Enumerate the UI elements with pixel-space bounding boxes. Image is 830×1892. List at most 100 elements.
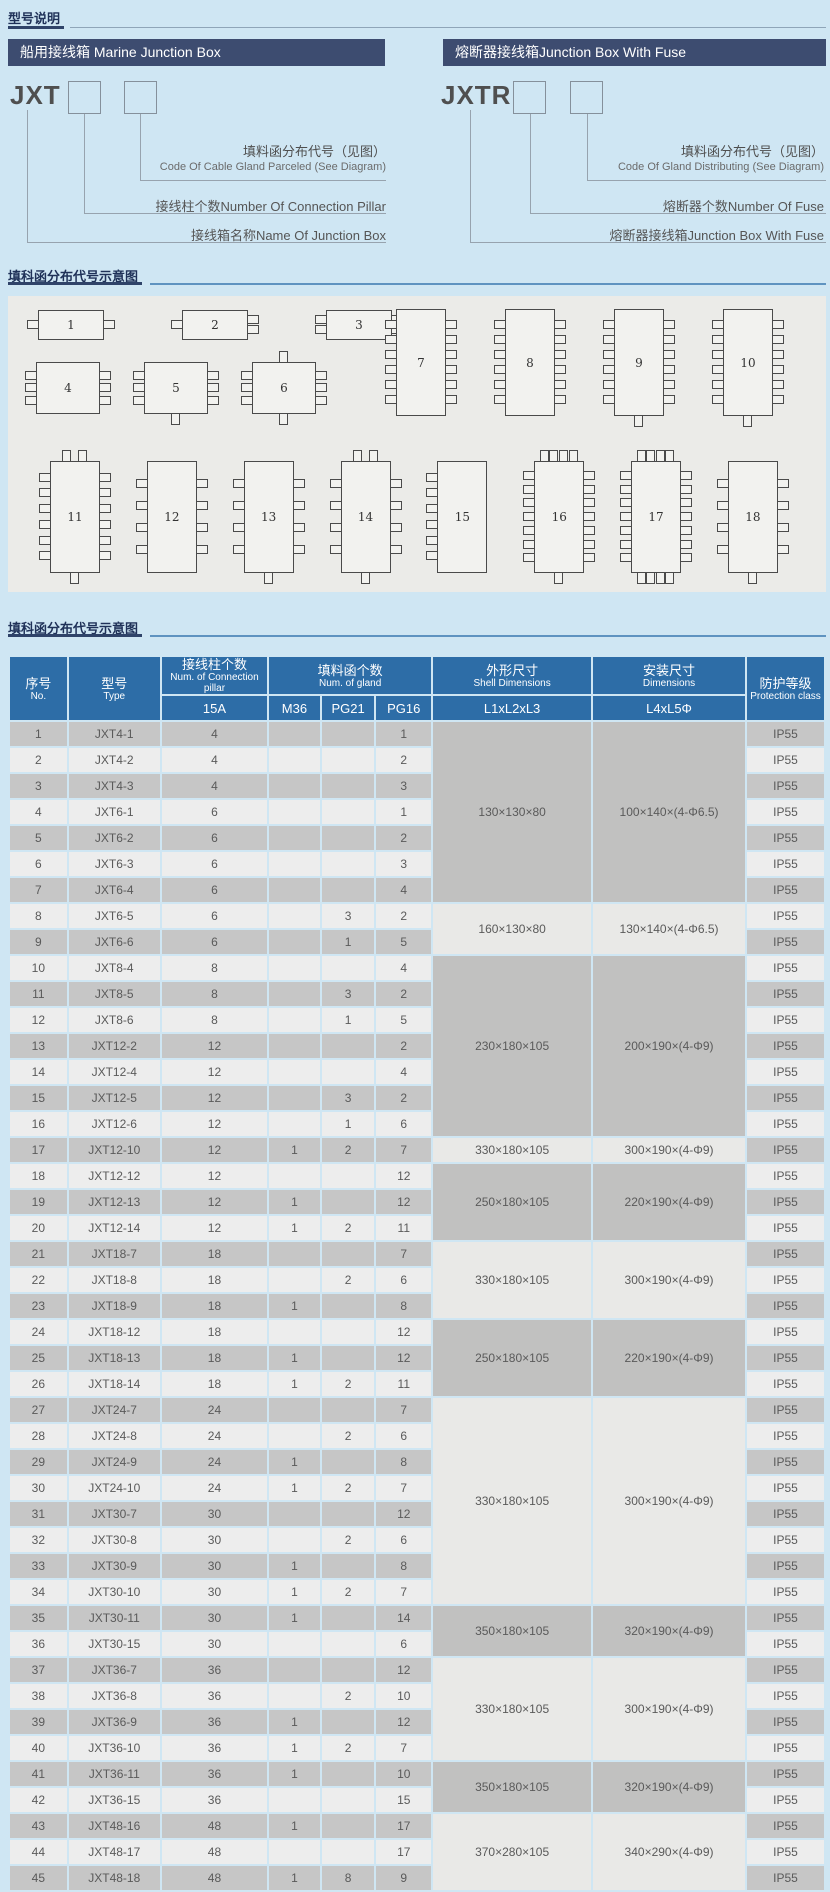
cable-gland-tab: [620, 498, 633, 508]
table-row: 18 JXT12-12 12 12 250×180×105 220×190×(4-Φ9) I…: [10, 1164, 824, 1240]
cable-gland-tab: [776, 545, 789, 554]
cable-gland-tab: [292, 479, 305, 488]
cable-gland-tab: [523, 470, 536, 480]
table-row: 35 JXT30-11 30 1 14 350×180×105 320×190×(4-Φ9)…: [10, 1606, 824, 1656]
cable-gland-tab: [655, 450, 665, 462]
cable-gland-tab: [385, 319, 397, 329]
label-rule: [587, 180, 826, 181]
cell-pg21: 3: [321, 1086, 375, 1110]
cable-gland-tab: [389, 523, 402, 532]
cell-pg21: 8: [321, 1866, 375, 1890]
cell-protection: IP55: [746, 1190, 824, 1214]
cell-type: JXT36-9: [68, 1710, 160, 1734]
cell-pg21: [321, 1060, 375, 1084]
table-row: 10 JXT8-4 8 4 230×180×105 200×190×(4-Φ9) IP55: [10, 956, 824, 1136]
diagram-number: 6: [280, 381, 288, 395]
cell-pg21: [321, 1606, 375, 1630]
cell-protection: IP55: [746, 982, 824, 1006]
cable-gland-tab: [494, 380, 506, 389]
table-row: 6 JXT6-3 6 3 IP55: [10, 852, 824, 876]
diagram-number: 3: [355, 318, 363, 332]
cell-type: JXT48-16: [68, 1814, 160, 1838]
cell-pg16: 5: [376, 1008, 432, 1032]
cell-15a: 6: [161, 878, 268, 902]
cell-no: 34: [10, 1580, 67, 1604]
cell-type: JXT18-14: [68, 1372, 160, 1396]
cell-protection: IP55: [746, 904, 824, 928]
cell-type: JXT30-15: [68, 1632, 160, 1656]
cell-m36: 1: [269, 1372, 320, 1396]
cable-gland-tab: [315, 370, 327, 380]
cable-gland-tab: [772, 364, 784, 374]
cell-15a: 8: [161, 956, 268, 980]
cable-gland-tab: [99, 395, 111, 405]
cell-shell-dimensions: 350×180×105: [433, 1762, 592, 1812]
cell-15a: 18: [161, 1268, 268, 1292]
gland-diagram-box-10: 10: [712, 309, 784, 427]
cell-type: JXT6-3: [68, 852, 160, 876]
cell-pg16: 14: [376, 1606, 432, 1630]
cable-gland-tab: [329, 479, 342, 488]
cable-gland-tab: [716, 501, 729, 510]
cable-gland-tab: [315, 315, 327, 325]
cell-no: 25: [10, 1346, 67, 1370]
diagram-number: 1: [67, 318, 75, 332]
cable-gland-tab: [712, 364, 724, 374]
col-header-pillar: 接线柱个数 Num. of Connection pillar: [161, 657, 268, 694]
cell-m36: 1: [269, 1580, 320, 1604]
cable-gland-tab: [445, 395, 457, 404]
table-row: 14 JXT12-4 12 4 IP55: [10, 1060, 824, 1084]
cable-gland-tab: [385, 380, 397, 389]
diagram-number: 10: [740, 355, 756, 370]
cell-pg21: 2: [321, 1424, 375, 1448]
cell-type: JXT48-17: [68, 1840, 160, 1864]
cell-no: 8: [10, 904, 67, 928]
connector-line: [530, 114, 531, 213]
connector-line: [140, 114, 141, 180]
cell-type: JXT12-14: [68, 1216, 160, 1240]
cell-pg16: 11: [376, 1216, 432, 1240]
cable-gland-tab: [559, 450, 569, 462]
cable-gland-tab: [207, 370, 219, 380]
cell-pg21: [321, 1788, 375, 1812]
cell-protection: IP55: [746, 1372, 824, 1396]
cell-pg16: 12: [376, 1320, 432, 1344]
title-rule: [150, 283, 826, 285]
cable-gland-tab: [77, 450, 87, 462]
diagram-number: 7: [417, 355, 425, 370]
cell-no: 28: [10, 1424, 67, 1448]
cable-gland-tab: [133, 370, 145, 380]
cable-gland-tab: [620, 539, 633, 549]
table-row: 39 JXT36-9 36 1 12 IP55: [10, 1710, 824, 1734]
connector-line: [470, 110, 471, 242]
cell-shell-dimensions: 230×180×105: [433, 956, 592, 1136]
cable-gland-tab: [494, 395, 506, 404]
cable-gland-tab: [232, 545, 245, 554]
cell-m36: [269, 1684, 320, 1708]
cell-m36: 1: [269, 1450, 320, 1474]
diagram-number: 18: [745, 510, 761, 524]
cell-15a: 4: [161, 774, 268, 798]
cell-pg21: [321, 1814, 375, 1838]
cell-15a: 30: [161, 1580, 268, 1604]
cell-shell-dimensions: 250×180×105: [433, 1320, 592, 1396]
cell-no: 43: [10, 1814, 67, 1838]
table-row: 15 JXT12-5 12 3 2 IP55: [10, 1086, 824, 1110]
cell-type: JXT18-7: [68, 1242, 160, 1266]
cable-gland-tab: [716, 479, 729, 488]
cell-no: 7: [10, 878, 67, 902]
cell-shell-dimensions: 160×130×80: [433, 904, 592, 954]
cell-pg21: [321, 1190, 375, 1214]
cell-mount-dimensions: 220×190×(4-Φ9): [593, 1320, 745, 1396]
cell-pg21: 3: [321, 904, 375, 928]
cell-m36: 1: [269, 1762, 320, 1786]
cell-pg16: 3: [376, 852, 432, 876]
cell-no: 37: [10, 1658, 67, 1682]
cell-type: JXT12-4: [68, 1060, 160, 1084]
cable-gland-tab: [663, 380, 675, 389]
cell-no: 45: [10, 1866, 67, 1890]
cable-gland-tab: [494, 334, 506, 344]
cell-no: 2: [10, 748, 67, 772]
cable-gland-tab: [445, 350, 457, 359]
cell-type: JXT12-6: [68, 1112, 160, 1136]
